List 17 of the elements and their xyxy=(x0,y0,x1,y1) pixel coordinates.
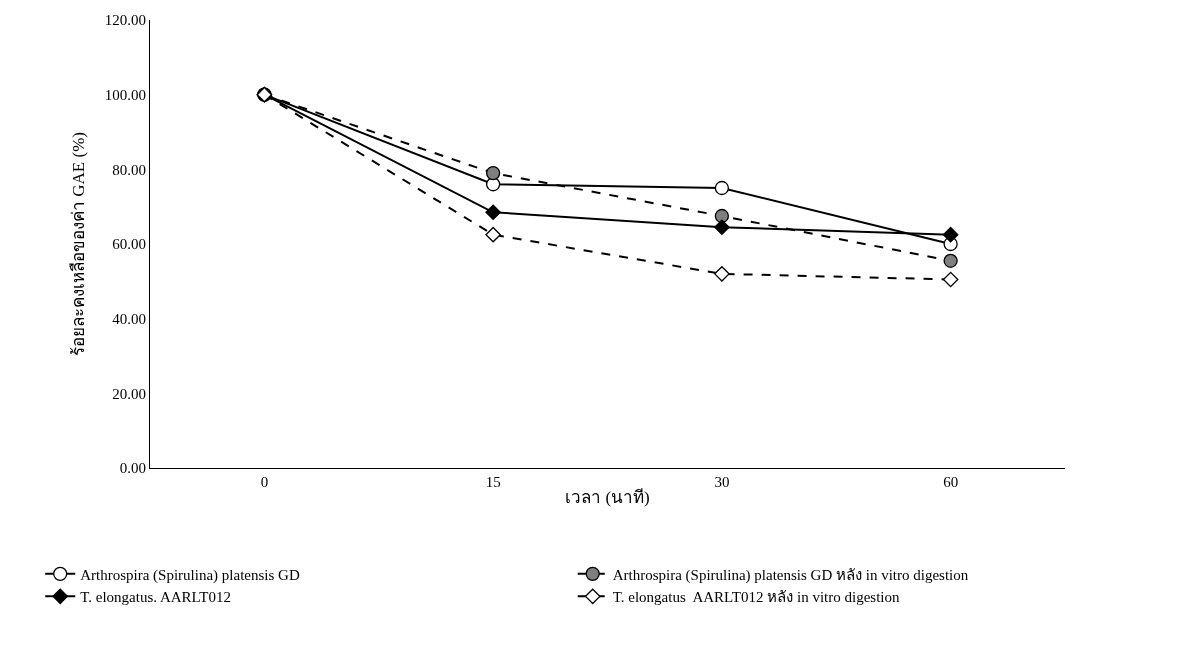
y-tick-label: 60.00 xyxy=(112,236,146,253)
x-tick-label: 30 xyxy=(714,474,730,490)
x-tick-label: 60 xyxy=(943,474,959,490)
x-tick-label: 0 xyxy=(260,474,269,490)
legend-label: T. elongatus AARLT012 หลัง in vitro digestion xyxy=(612,589,901,606)
y-tick-label: 20.00 xyxy=(112,385,146,402)
y-tick-label: 100.00 xyxy=(104,86,146,103)
y-tick-label: 0.00 xyxy=(119,460,146,477)
x-axis-title: เวลา (นาที) xyxy=(565,488,650,508)
x-tick-label: 15 xyxy=(485,474,501,490)
y-tick-label: 80.00 xyxy=(112,161,146,178)
y-axis-title: ร้อยละคงเหลือของค่า GAE (%) xyxy=(69,132,89,356)
y-tick-label: 40.00 xyxy=(112,310,146,327)
legend-label: Arthrospira (Spirulina) platensis GD xyxy=(80,566,300,584)
legend-label: T. elongatus. AARLT012 xyxy=(80,589,232,606)
legend-label: Arthrospira (Spirulina) platensis GD หลัง in vitro digestion xyxy=(612,566,969,584)
y-tick-label: 120.00 xyxy=(104,12,146,29)
